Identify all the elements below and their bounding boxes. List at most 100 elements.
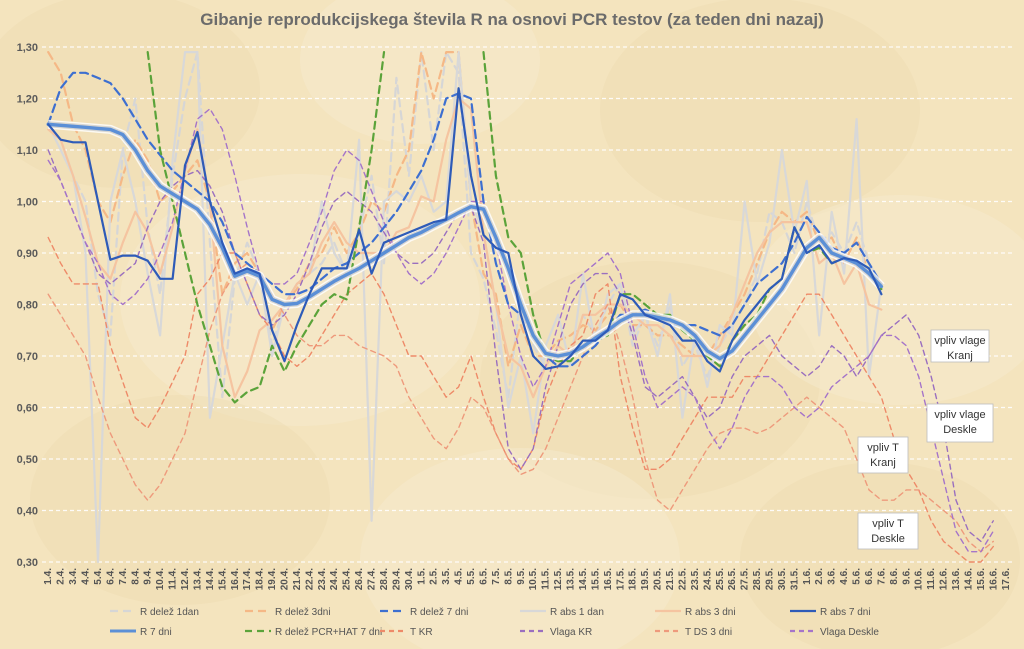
x-tick-label: 10.4. [155, 568, 166, 590]
x-tick-label: 25.5. [715, 568, 726, 590]
legend-item: Vlaga Deskle [790, 627, 879, 638]
y-tick-label: 0,60 [17, 403, 38, 415]
x-tick-label: 8.5. [503, 568, 514, 585]
x-tick-label: 15.4. [217, 568, 228, 590]
legend-item: R delež 1dan [110, 607, 199, 618]
annotation-text: vpliv vlage [934, 335, 985, 347]
legend-item: R abs 7 dni [790, 607, 871, 618]
x-tick-label: 28.5. [752, 568, 763, 590]
x-tick-label: 14.5. [578, 568, 589, 590]
annotation-text: vpliv T [867, 442, 899, 454]
annotation-text: vpliv T [872, 518, 904, 530]
series-line-vlaga-deskle [47, 108, 994, 553]
x-tick-label: 4.4. [81, 568, 92, 585]
x-tick-label: 9.6. [901, 568, 912, 585]
x-tick-label: 11.4. [168, 568, 179, 590]
legend: R delež 1dan R delež 3dni R delež 7 dni R a… [110, 607, 879, 638]
x-tick-label: 29.4. [391, 568, 402, 590]
x-tick-label: 1.6. [802, 568, 813, 585]
x-tick-label: 16.5. [603, 568, 614, 590]
x-tick-label: 1.5. [416, 568, 427, 585]
y-tick-label: 1,00 [17, 197, 38, 209]
x-tick-label: 6.4. [105, 568, 116, 585]
legend-item: T KR [380, 627, 433, 638]
annotation-text: Deskle [871, 533, 905, 545]
y-tick-label: 0,90 [17, 248, 38, 260]
x-tick-label: 3.5. [441, 568, 452, 585]
legend-label: Vlaga KR [550, 627, 592, 638]
legend-label: R delež 3dni [275, 607, 331, 618]
y-tick-label: 0,50 [17, 454, 38, 466]
x-tick-label: 22.4. [304, 568, 315, 590]
x-tick-label: 12.6. [939, 568, 950, 590]
annotation-box: vpliv T Deskle [857, 512, 919, 550]
y-tick-label: 1,10 [17, 145, 38, 157]
legend-label: R delež 7 dni [410, 607, 468, 618]
annotation-text: Deskle [943, 424, 977, 436]
x-tick-label: 4.5. [454, 568, 465, 585]
x-tick-label: 11.5. [541, 568, 552, 590]
x-tick-label: 7.6. [876, 568, 887, 585]
x-tick-label: 7.4. [118, 568, 129, 585]
x-tick-label: 6.6. [864, 568, 875, 585]
x-tick-label: 27.4. [367, 568, 378, 590]
texture-blob [600, 0, 920, 222]
x-axis-ticks: 1.4. 2.4. 3.4. 4.4. 5.4. 6.4. 7.4. 8.4. 9.4. 10.4… [43, 568, 1012, 590]
series-line-r-delež-7-dni [47, 71, 883, 368]
x-tick-label: 6.5. [478, 568, 489, 585]
x-tick-label: 19.5. [640, 568, 651, 590]
legend-item: R delež 7 dni [380, 607, 468, 618]
texture-blob [360, 448, 680, 649]
x-tick-label: 20.4. [280, 568, 291, 590]
legend-label: R 7 dni [140, 627, 172, 638]
legend-item: R delež 3dni [245, 607, 331, 618]
annotation-frame [857, 436, 909, 474]
x-tick-label: 2.5. [429, 568, 440, 585]
x-tick-label: 19.4. [267, 568, 278, 590]
x-tick-label: 31.5. [789, 568, 800, 590]
legend-label: R abs 3 dni [685, 607, 736, 618]
legend-label: R abs 1 dan [550, 607, 604, 618]
legend-label: T DS 3 dni [685, 627, 732, 638]
x-tick-label: 23.5. [690, 568, 701, 590]
x-tick-label: 18.5. [628, 568, 639, 590]
x-tick-label: 14.6. [963, 568, 974, 590]
x-tick-label: 28.4. [379, 568, 390, 590]
x-tick-label: 5.5. [466, 568, 477, 585]
x-tick-label: 10.6. [914, 568, 925, 590]
x-tick-label: 26.4. [354, 568, 365, 590]
x-tick-label: 20.5. [653, 568, 664, 590]
x-tick-label: 12.5. [553, 568, 564, 590]
annotation-box: vpliv vlage Kranj [930, 329, 990, 363]
annotation-box: vpliv T Kranj [857, 436, 909, 474]
x-tick-label: 21.4. [292, 568, 303, 590]
legend-item: R delež PCR+HAT 7 dni [245, 627, 382, 638]
x-tick-label: 30.4. [404, 568, 415, 590]
x-tick-label: 30.5. [777, 568, 788, 590]
legend-label: R delež 1dan [140, 607, 199, 618]
x-tick-label: 7.5. [491, 568, 502, 585]
series-line-r-7-dni [46, 122, 884, 361]
x-tick-label: 2.6. [814, 568, 825, 585]
x-tick-label: 5.4. [93, 568, 104, 585]
legend-label: T KR [410, 627, 433, 638]
x-tick-label: 18.4. [255, 568, 266, 590]
x-tick-label: 24.5. [702, 568, 713, 590]
x-tick-label: 24.4. [329, 568, 340, 590]
x-tick-label: 8.4. [130, 568, 141, 585]
annotation-box: vpliv vlage Deskle [926, 403, 994, 443]
x-tick-label: 25.4. [342, 568, 353, 590]
x-tick-label: 8.6. [889, 568, 900, 585]
x-tick-label: 4.6. [839, 568, 850, 585]
series-line-t-ds-3-dni [47, 262, 994, 553]
x-tick-label: 29.5. [765, 568, 776, 590]
series-lines [46, 51, 994, 564]
y-tick-label: 0,70 [17, 351, 38, 363]
annotation-frame [926, 403, 994, 443]
texture-blob [30, 395, 330, 605]
x-tick-label: 13.4. [192, 568, 203, 590]
legend-item: R abs 1 dan [520, 607, 604, 618]
